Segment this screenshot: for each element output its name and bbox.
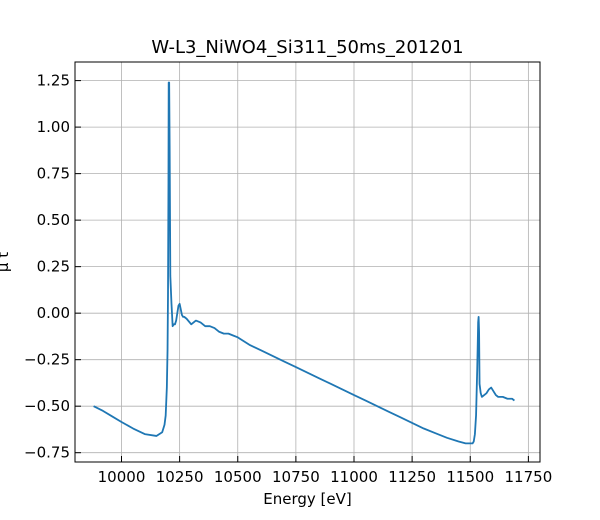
x-tick-label: 10500 <box>214 468 262 486</box>
y-tick-label: 0.25 <box>37 258 70 276</box>
y-axis-label: μ t <box>0 252 12 272</box>
series-layer <box>93 81 515 445</box>
chart-title: W-L3_NiWO4_Si311_50ms_201201 <box>151 37 463 58</box>
x-tick-label: 10000 <box>98 468 146 486</box>
y-tick-label: −0.75 <box>24 444 70 462</box>
y-tick-label: 0.50 <box>37 211 70 229</box>
x-tick-label: 11000 <box>330 468 378 486</box>
x-tick-label: 10250 <box>156 468 204 486</box>
x-axis-label: Energy [eV] <box>263 490 351 508</box>
x-tick-label: 11250 <box>388 468 436 486</box>
y-tick-label: 0.00 <box>37 304 70 322</box>
x-tick-label: 11750 <box>505 468 553 486</box>
y-tick-label: −0.50 <box>24 397 70 415</box>
y-tick-label: 1.25 <box>37 72 70 90</box>
y-tick-label: 1.00 <box>37 118 70 136</box>
series-line <box>93 81 515 445</box>
grid <box>75 62 540 462</box>
y-tick-label: −0.25 <box>24 351 70 369</box>
x-axis-ticks: 10000 10250 10500 10750 11000 11250 11500 11750 <box>98 456 553 486</box>
y-tick-label: 0.75 <box>37 165 70 183</box>
x-tick-label: 11500 <box>446 468 494 486</box>
y-axis-ticks: −0.75 −0.50 −0.25 0.00 0.25 0.50 0.75 1.00 1.25 <box>24 72 81 462</box>
plot-area <box>75 62 540 462</box>
plot-frame <box>74 61 541 463</box>
x-tick-label: 10750 <box>272 468 320 486</box>
